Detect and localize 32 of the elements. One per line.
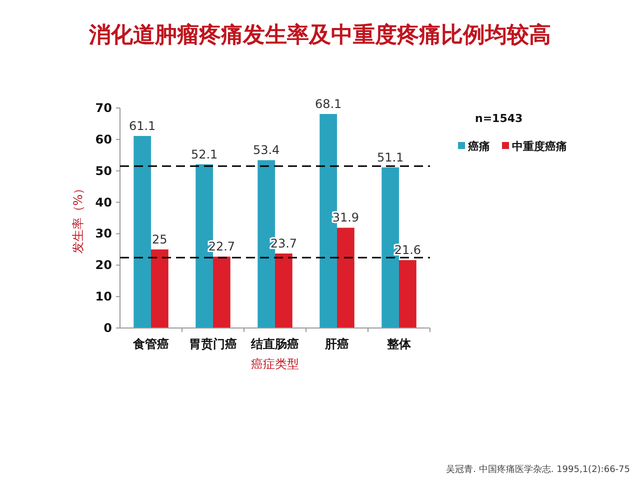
x-tick-label: 肝癌: [324, 337, 349, 351]
bar: [151, 249, 168, 328]
y-tick-label: 20: [95, 258, 112, 272]
data-label: 53.4: [252, 143, 280, 158]
x-tick-label: 结直肠癌: [250, 337, 299, 351]
text: n=1543: [475, 112, 523, 125]
bar: [275, 254, 292, 328]
legend-label: 中重度癌痛: [512, 140, 567, 153]
data-label: 52.1: [190, 147, 218, 162]
legend-label: 癌痛: [467, 140, 490, 153]
y-axis-title: 发生率（%）: [71, 182, 85, 254]
data-label: 61.1: [128, 118, 156, 133]
y-tick-label: 60: [95, 132, 112, 146]
data-label: 68.1: [314, 96, 342, 111]
y-tick-label: 40: [95, 195, 112, 210]
y-tick-label: 30: [95, 226, 112, 241]
x-tick-label: 胃贲门癌: [189, 337, 237, 351]
y-tick-label: 50: [95, 164, 112, 178]
y-tick-label: 10: [95, 290, 112, 304]
y-tick-label: 70: [95, 101, 112, 115]
text: 吴冠青. 中国疼痛医学杂志. 1995,1(2):66-75: [446, 464, 630, 475]
bar: [337, 228, 354, 328]
y-tick-label: 0: [104, 321, 112, 335]
x-tick-label: 食管癌: [132, 337, 169, 351]
bar: [134, 136, 151, 328]
data-label: 25: [152, 232, 168, 246]
bar: [213, 256, 230, 328]
data-label: 51.1: [376, 150, 404, 164]
x-axis-title: 癌症类型: [251, 357, 299, 371]
chart-title: 消化道肿瘤疼痛发生率及中重度疼痛比例均较高: [88, 22, 551, 48]
bar: [399, 260, 416, 328]
x-tick-label: 整体: [386, 337, 412, 351]
